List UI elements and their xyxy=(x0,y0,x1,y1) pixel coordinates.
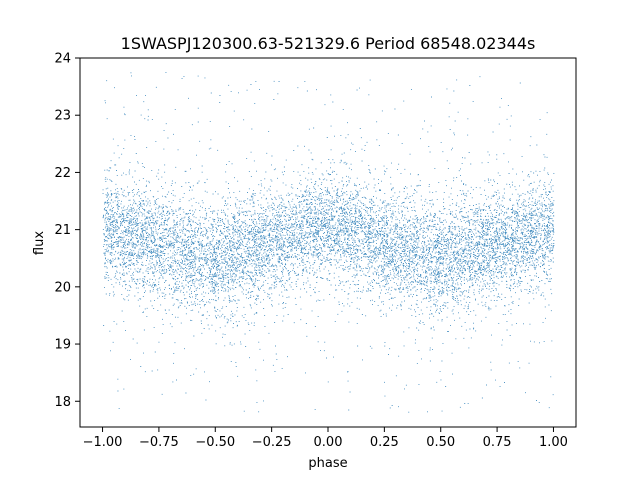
x-tick-label: −1.00 xyxy=(83,435,123,450)
data-points xyxy=(102,71,555,413)
y-tick-label: 23 xyxy=(54,109,71,124)
scatter-point-cloud xyxy=(102,71,555,413)
y-tick-label: 22 xyxy=(54,166,71,181)
x-tick-label: −0.25 xyxy=(252,435,292,450)
y-tick-label: 19 xyxy=(54,338,71,353)
y-tick-label: 18 xyxy=(54,395,71,410)
x-tick-label: 0.50 xyxy=(426,435,455,450)
chart-title: 1SWASPJ120300.63-521329.6 Period 68548.0… xyxy=(121,34,536,53)
y-tick-label: 24 xyxy=(54,52,71,67)
x-tick-label: −0.75 xyxy=(139,435,179,450)
y-tick-label: 20 xyxy=(54,280,71,295)
x-tick-label: 1.00 xyxy=(539,435,568,450)
y-tick-label: 21 xyxy=(54,223,71,238)
x-tick-label: 0.75 xyxy=(483,435,512,450)
y-axis-label: flux xyxy=(32,231,47,255)
x-axis: −1.00 −0.75 −0.50 −0.25 0.00 0.25 0.50 0.75 1.00 xyxy=(83,427,568,450)
x-axis-label: phase xyxy=(308,456,347,471)
x-tick-label: −0.50 xyxy=(195,435,235,450)
y-axis: 18 19 20 21 22 23 24 xyxy=(54,52,80,410)
x-tick-label: 0.25 xyxy=(370,435,399,450)
x-tick-label: 0.00 xyxy=(314,435,343,450)
